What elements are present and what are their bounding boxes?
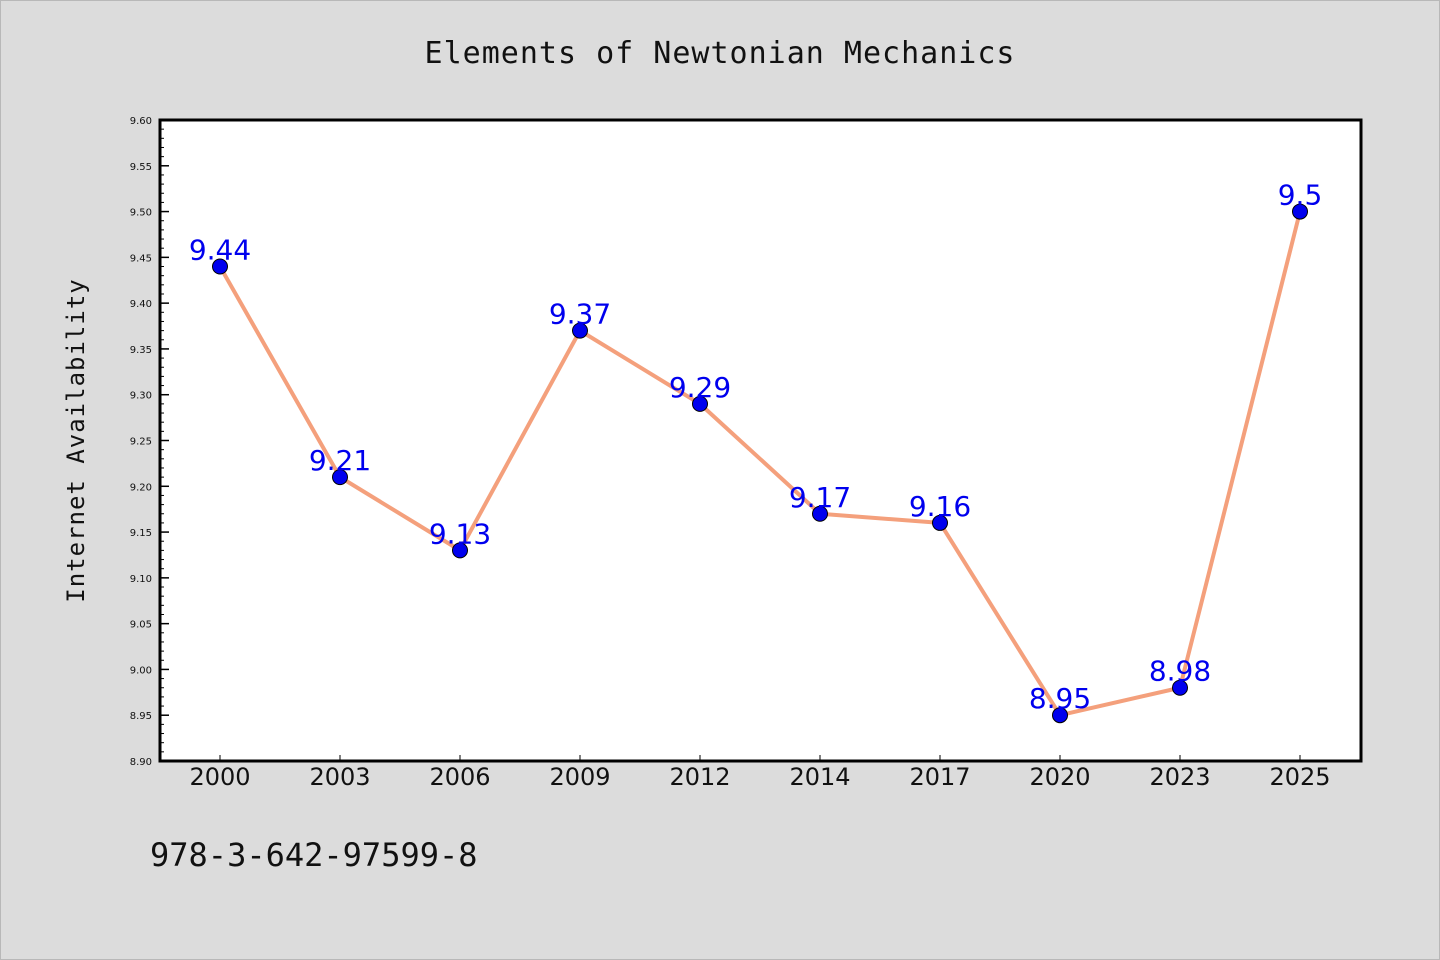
y-tick-label: 9.05 <box>130 620 152 631</box>
y-tick-label: 9.40 <box>130 299 152 310</box>
y-tick-label: 9.15 <box>130 528 152 539</box>
x-tick-label: 2014 <box>789 763 850 791</box>
data-label: 8.95 <box>1029 682 1091 715</box>
x-tick-label: 2009 <box>549 763 610 791</box>
data-point <box>1292 203 1308 220</box>
x-tick-label: 2023 <box>1149 763 1210 791</box>
x-tick-label: 2020 <box>1029 763 1090 791</box>
data-point <box>572 322 588 339</box>
y-tick-label: 9.55 <box>130 162 152 173</box>
plot-area <box>158 118 1363 763</box>
data-point <box>1172 679 1188 696</box>
data-label: 9.13 <box>429 517 491 550</box>
data-label: 9.29 <box>669 371 731 404</box>
y-axis-label: Internet Availability <box>62 278 90 602</box>
x-tick-label: 2012 <box>669 763 730 791</box>
y-tick-label: 9.20 <box>130 482 152 493</box>
data-point <box>1052 707 1068 724</box>
chart-title: Elements of Newtonian Mechanics <box>425 36 1016 71</box>
data-label: 9.17 <box>789 481 851 514</box>
data-label: 9.21 <box>309 444 371 477</box>
footer-isbn: 978-3-642-97599-8 <box>150 836 478 874</box>
y-axis-ticks: 8.90 8.95 9.00 9.05 9.10 9.15 9.20 9.25 9.30 9.35… <box>130 116 169 768</box>
data-point <box>812 505 828 522</box>
data-point <box>932 514 948 531</box>
data-labels: 9.44 9.21 9.13 9.37 9.29 9.17 9.16 8.95 8.98 9.5 <box>189 179 1322 716</box>
x-tick-label: 2003 <box>309 763 370 791</box>
y-tick-label: 9.00 <box>130 665 152 676</box>
y-tick-label: 9.60 <box>130 116 152 127</box>
data-markers <box>212 203 1308 724</box>
x-tick-label: 2017 <box>909 763 970 791</box>
y-tick-label: 9.30 <box>130 391 152 402</box>
y-tick-label: 9.50 <box>130 208 152 219</box>
x-tick-label: 2025 <box>1269 763 1330 791</box>
x-tick-label: 2000 <box>189 763 250 791</box>
y-tick-label: 8.95 <box>130 711 152 722</box>
data-label: 9.44 <box>189 234 251 267</box>
y-tick-label: 9.35 <box>130 345 152 356</box>
data-label: 9.16 <box>909 490 971 523</box>
data-point <box>212 258 228 275</box>
data-point <box>692 395 708 412</box>
x-axis-ticks: 2000 2003 2006 2009 2012 2014 2017 2020 2023 2025 <box>189 755 1331 791</box>
x-tick-label: 2006 <box>429 763 490 791</box>
y-tick-label: 9.25 <box>130 437 152 448</box>
data-point <box>452 542 468 559</box>
data-label: 9.5 <box>1278 179 1323 212</box>
y-tick-label: 9.10 <box>130 574 152 585</box>
series-line <box>218 211 1302 718</box>
y-tick-label: 9.45 <box>130 253 152 264</box>
data-label: 9.37 <box>549 298 611 331</box>
y-tick-label: 8.90 <box>130 757 152 768</box>
data-label: 8.98 <box>1149 655 1211 688</box>
data-point <box>332 469 348 486</box>
